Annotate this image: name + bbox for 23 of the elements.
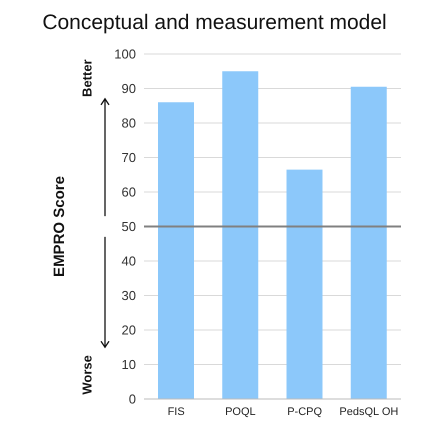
y-tick-label: 90	[122, 81, 136, 96]
bar	[350, 86, 387, 399]
y-tick-label: 40	[122, 254, 136, 269]
x-tick-label: POQL	[225, 406, 256, 418]
bar	[286, 170, 322, 399]
chart-title: Conceptual and measurement model	[41, 10, 388, 36]
y-tick-label: 50	[122, 219, 136, 234]
y-tick-label: 20	[122, 322, 136, 338]
bar	[222, 71, 258, 399]
y-tick-label: 100	[114, 46, 136, 62]
y-axis-title: EMPRO Score	[50, 176, 68, 277]
x-tick-label: PedsQL OH	[339, 406, 398, 418]
text: Worse	[79, 355, 94, 395]
text: Better	[79, 59, 94, 97]
y-tick-label: 0	[128, 392, 136, 407]
y-tick-label: 70	[122, 150, 136, 166]
y-tick-label: 30	[122, 288, 136, 304]
y-tick-label: 80	[122, 116, 136, 131]
y-tick-label: 60	[122, 184, 136, 200]
y-tick-label: 10	[122, 357, 136, 372]
x-tick-label: FIS	[168, 406, 185, 418]
bar	[158, 102, 194, 399]
x-tick-label: P-CPQ	[287, 406, 322, 418]
